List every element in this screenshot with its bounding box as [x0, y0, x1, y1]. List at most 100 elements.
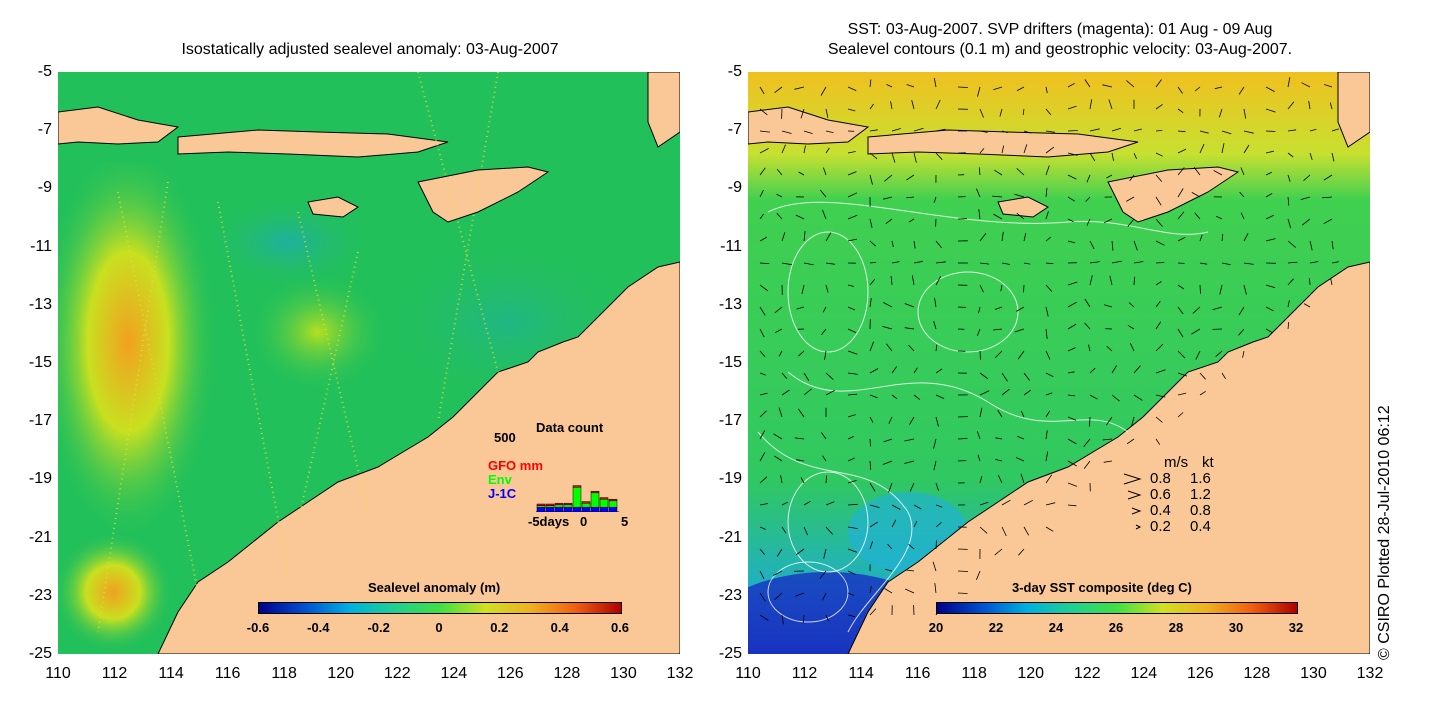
velocity-arrow	[1177, 372, 1188, 377]
anomaly-low-north	[198, 192, 378, 292]
velocity-arrow	[1199, 130, 1209, 134]
left-map-title: Isostatically adjusted sealevel anomaly:…	[181, 41, 559, 58]
left-ytick: -19	[28, 470, 52, 488]
velocity-arrow	[869, 152, 878, 160]
velocity-arrow	[933, 321, 937, 330]
velocity-arrow	[1308, 100, 1311, 110]
velocity-arrow	[1023, 499, 1033, 506]
velocity-arrow	[869, 103, 874, 110]
velocity-arrow	[933, 77, 937, 88]
velocity-arrow	[1133, 261, 1144, 264]
legend-row-ms-3: 0.2	[1150, 518, 1171, 535]
velocity-arrow	[1102, 438, 1113, 441]
velocity-arrow	[1085, 196, 1091, 202]
right-xtick: 110	[735, 665, 761, 682]
velocity-arrow	[1106, 345, 1113, 352]
velocity-arrow	[957, 570, 969, 572]
velocity-arrow	[1128, 302, 1135, 308]
velocity-arrow	[798, 171, 805, 176]
velocity-arrow	[1177, 86, 1183, 94]
velocity-arrow	[957, 86, 968, 88]
timor-island	[1107, 166, 1240, 223]
legend-arrow-0.8	[1123, 473, 1142, 485]
velocity-arrow	[1221, 262, 1231, 266]
velocity-arrow	[869, 368, 879, 374]
velocity-arrow	[847, 151, 856, 154]
velocity-arrow	[935, 504, 943, 508]
velocity-arrow	[847, 214, 858, 220]
velocity-arrow	[1155, 343, 1164, 352]
velocity-arrow	[822, 592, 827, 601]
velocity-arrow	[976, 570, 981, 580]
velocity-arrow	[759, 614, 769, 621]
velocity-arrow	[869, 262, 877, 264]
velocity-arrow	[979, 390, 990, 396]
velocity-arrow	[1155, 321, 1162, 330]
north-sea	[58, 72, 680, 182]
velocity-arrow	[976, 431, 981, 440]
legend-header-kt: kt	[1202, 454, 1214, 471]
velocity-arrow	[935, 276, 942, 286]
velocity-arrow	[803, 526, 808, 536]
velocity-arrow	[847, 614, 856, 618]
velocity-arrow	[908, 218, 915, 223]
velocity-arrow	[1045, 502, 1056, 506]
velocity-arrow	[1155, 130, 1163, 132]
velocity-arrow	[1191, 192, 1201, 198]
velocity-arrow	[869, 79, 872, 88]
velocity-arrow	[801, 284, 805, 294]
velocity-arrow	[773, 570, 783, 576]
velocity-arrow	[1265, 86, 1275, 92]
velocity-arrow	[1287, 174, 1291, 182]
velocity-arrow	[825, 262, 836, 265]
inset-bar-gfo	[599, 497, 609, 500]
inset-bar-gfo	[545, 503, 555, 506]
inset-bar-gfo	[581, 501, 591, 504]
legend-row-ms-1: 0.6	[1150, 486, 1171, 503]
left-xtick: 114	[158, 665, 184, 682]
velocity-arrow	[759, 452, 766, 462]
right-ytick: -9	[727, 179, 742, 197]
velocity-arrow	[759, 284, 769, 292]
left-xtick: 118	[271, 665, 297, 682]
velocity-arrow	[1018, 548, 1025, 556]
legend-row-kt-3: 0.4	[1190, 518, 1211, 535]
velocity-arrow	[891, 366, 898, 374]
velocity-arrow	[1331, 240, 1334, 250]
velocity-arrow	[794, 86, 805, 90]
velocity-arrow	[885, 343, 893, 352]
velocity-arrow	[884, 588, 893, 594]
velocity-arrow	[1177, 167, 1185, 176]
velocity-arrow	[869, 460, 872, 470]
velocity-arrow	[1023, 130, 1032, 134]
velocity-arrow	[1243, 262, 1254, 265]
velocity-arrow	[1084, 298, 1091, 308]
velocity-arrow	[932, 561, 937, 572]
velocity-arrow	[825, 284, 829, 293]
velocity-arrow	[1309, 261, 1319, 264]
velocity-arrow	[1045, 108, 1052, 116]
velocity-arrow	[913, 240, 916, 249]
velocity-arrow	[820, 86, 827, 96]
velocity-arrow	[759, 262, 770, 264]
velocity-arrow	[803, 500, 811, 506]
velocity-arrow	[979, 526, 988, 534]
velocity-arrow	[1177, 188, 1184, 198]
velocity-arrow	[1001, 262, 1010, 265]
velocity-arrow	[1016, 168, 1025, 176]
velocity-arrow	[1045, 410, 1051, 418]
left-ytick: -11	[30, 237, 52, 255]
velocity-arrow	[795, 548, 805, 556]
velocity-arrow	[884, 568, 893, 572]
velocity-arrow	[1331, 152, 1335, 162]
velocity-arrow	[957, 592, 968, 594]
velocity-arrow	[1219, 284, 1223, 295]
right-map-title-line2: Sealevel contours (0.1 m) and geostrophi…	[827, 41, 1293, 58]
velocity-arrow	[1155, 416, 1163, 423]
velocity-arrow	[1045, 526, 1054, 532]
right-ytick: -15	[718, 354, 742, 371]
velocity-arrow	[1126, 438, 1135, 445]
velocity-arrow	[891, 152, 896, 163]
velocity-arrow	[869, 438, 871, 447]
velocity-arrow	[1309, 278, 1311, 286]
